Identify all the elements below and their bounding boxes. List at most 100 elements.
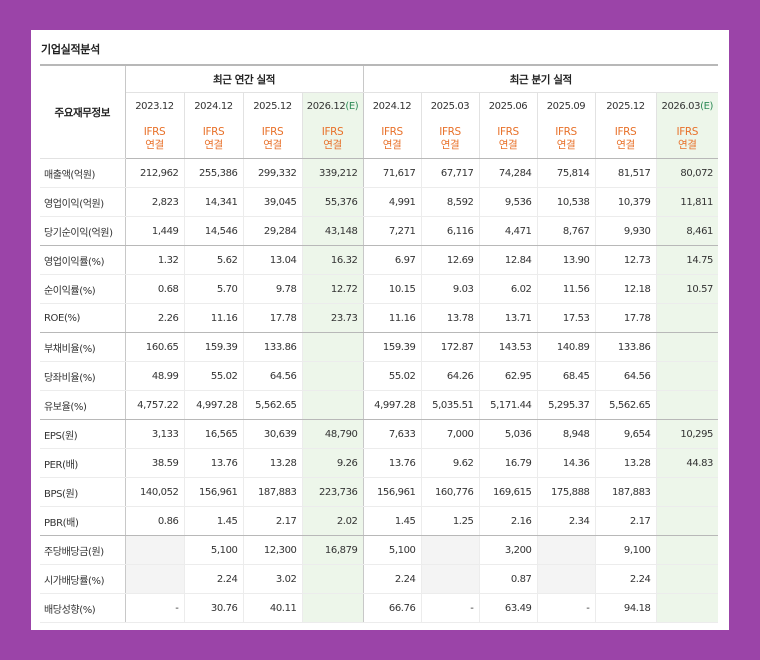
row-label: PER(배)	[40, 448, 126, 478]
period-header: 2025.12	[595, 92, 657, 120]
data-cell: 169,615	[479, 477, 538, 507]
data-cell: 43,148	[302, 216, 364, 246]
data-cell: 1.32	[125, 245, 185, 275]
data-cell: 8,948	[537, 419, 596, 449]
data-cell	[656, 332, 718, 362]
data-cell: 16.79	[479, 448, 538, 478]
period-label: 2025.12	[606, 101, 645, 112]
data-cell: 255,386	[184, 158, 244, 188]
period-label: 2025.12	[253, 101, 292, 112]
data-cell: 143.53	[479, 332, 538, 362]
data-cell: 38.59	[125, 448, 185, 478]
data-cell: 74,284	[479, 158, 538, 188]
data-cell: 223,736	[302, 477, 364, 507]
data-cell: 8,767	[537, 216, 596, 246]
data-cell: 5,295.37	[537, 390, 596, 420]
estimate-mark: (E)	[700, 101, 713, 112]
data-cell: -	[125, 593, 185, 623]
period-label: 2026.12	[306, 101, 346, 112]
data-cell: 2.16	[479, 506, 538, 536]
row-label: 순이익률(%)	[40, 274, 126, 304]
data-cell: 7,000	[421, 419, 480, 449]
data-cell: 14.36	[537, 448, 596, 478]
group-quarter-header: 최근 분기 실적	[363, 65, 718, 93]
data-cell: 133.86	[595, 332, 657, 362]
consolidated-label: 연결	[323, 139, 342, 151]
data-cell: 5,171.44	[479, 390, 538, 420]
data-cell: 156,961	[184, 477, 244, 507]
data-cell: 4,991	[363, 187, 422, 217]
data-cell: 3,133	[125, 419, 185, 449]
data-cell: 160,776	[421, 477, 480, 507]
ifrs-label: IFRS	[555, 126, 577, 138]
data-cell: 5.62	[184, 245, 244, 275]
data-cell: 10.15	[363, 274, 422, 304]
data-cell: 172.87	[421, 332, 480, 362]
data-cell: 9,654	[595, 419, 657, 449]
data-cell	[302, 332, 364, 362]
row-label: 당좌비율(%)	[40, 361, 126, 391]
data-cell: 6.02	[479, 274, 538, 304]
data-cell: 29,284	[243, 216, 303, 246]
data-cell: 159.39	[184, 332, 244, 362]
consolidated-label: 연결	[382, 139, 402, 151]
data-cell	[421, 564, 480, 594]
ifrs-label: IFRS	[439, 126, 461, 138]
row-label: PBR(배)	[40, 506, 126, 536]
row-label: 영업이익(억원)	[40, 187, 126, 217]
ifrs-header: IFRS 연결	[363, 120, 422, 159]
ifrs-header: IFRS 연결	[421, 120, 480, 159]
data-cell: 133.86	[243, 332, 303, 362]
row-label: 영업이익률(%)	[40, 245, 126, 275]
data-cell: -	[537, 593, 596, 623]
data-cell: 2.24	[363, 564, 422, 594]
estimate-mark: (E)	[345, 101, 359, 112]
ifrs-header: IFRS 연결	[125, 120, 185, 159]
data-cell: 16,879	[302, 535, 364, 565]
period-label: 2025.09	[546, 101, 586, 112]
data-cell: 13.76	[184, 448, 244, 478]
table-row: 당기순이익(억원) 1,449 14,546 29,284 43,148 7,271 6,1…	[40, 216, 718, 246]
data-cell: 8,461	[656, 216, 718, 246]
data-cell	[421, 535, 480, 565]
data-cell: 14.75	[656, 245, 718, 275]
data-cell: 68.45	[537, 361, 596, 391]
data-cell	[125, 535, 185, 565]
financial-panel: 기업실적분석 주요재무정보 최근 연간 실적 최근 분기 실적 2023.12 2…	[31, 30, 729, 630]
data-cell: 3,200	[479, 535, 538, 565]
data-cell: 16,565	[184, 419, 244, 449]
period-header: 2024.12	[184, 92, 244, 120]
table-row: 주당배당금(원) 5,100 12,300 16,879 5,100 3,200 9,100	[40, 535, 718, 565]
data-cell: 1.25	[421, 506, 480, 536]
period-label: 2025.06	[488, 101, 528, 112]
data-cell: 0.87	[479, 564, 538, 594]
ifrs-label: IFRS	[143, 126, 166, 138]
data-cell: 2.24	[184, 564, 244, 594]
ifrs-label: IFRS	[321, 126, 344, 138]
data-cell	[656, 535, 718, 565]
data-cell: 11.16	[363, 303, 422, 333]
data-cell	[537, 564, 596, 594]
data-cell: 10,379	[595, 187, 657, 217]
consolidated-label: 연결	[440, 139, 460, 151]
consolidated-label: 연결	[263, 139, 282, 151]
data-cell: 5,562.65	[595, 390, 657, 420]
data-cell: 16.32	[302, 245, 364, 275]
row-label: 배당성향(%)	[40, 593, 126, 623]
data-cell: 2.34	[537, 506, 596, 536]
data-cell: 212,962	[125, 158, 185, 188]
data-cell: 6,116	[421, 216, 480, 246]
data-cell: 299,332	[243, 158, 303, 188]
data-cell: 4,757.22	[125, 390, 185, 420]
data-cell: 9.03	[421, 274, 480, 304]
consolidated-label: 연결	[204, 139, 223, 151]
row-label: 시가배당률(%)	[40, 564, 126, 594]
data-cell: 13.78	[421, 303, 480, 333]
data-cell	[537, 535, 596, 565]
row-label: 당기순이익(억원)	[40, 216, 126, 246]
data-cell: 5,036	[479, 419, 538, 449]
row-label: BPS(원)	[40, 477, 126, 507]
ifrs-label: IFRS	[676, 126, 699, 138]
table-row: 부채비율(%) 160.65 159.39 133.86 159.39 172.87 143…	[40, 332, 718, 362]
consolidated-label: 연결	[677, 139, 697, 151]
